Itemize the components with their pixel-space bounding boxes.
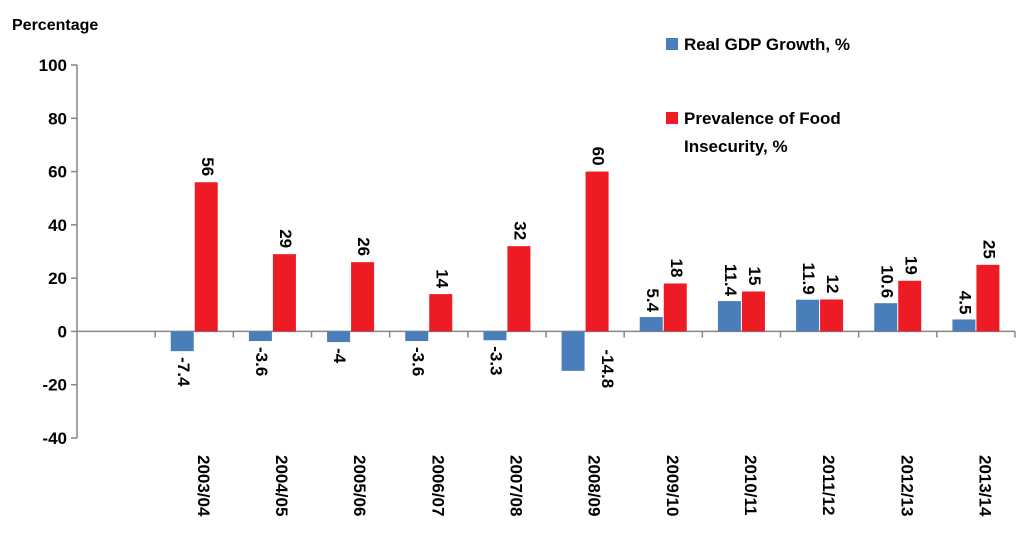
x-category-label: 2011/12 bbox=[819, 455, 838, 516]
food-insecurity-data-label: 26 bbox=[354, 237, 373, 256]
food-insecurity-data-label: 14 bbox=[432, 269, 451, 288]
food-insecurity-data-label: 60 bbox=[589, 147, 608, 166]
gdp-growth-data-label: -14.8 bbox=[598, 349, 617, 388]
legend-label-food-insecurity: Insecurity, % bbox=[684, 137, 788, 156]
legend-swatch-food-insecurity bbox=[666, 112, 678, 124]
y-tick-label: 80 bbox=[48, 109, 67, 128]
gdp-growth-bar bbox=[874, 303, 898, 332]
food-insecurity-bar bbox=[741, 291, 765, 332]
gdp-growth-data-label: -7.4 bbox=[174, 357, 193, 387]
gdp-growth-data-label: 4.5 bbox=[955, 291, 974, 315]
gdp-growth-data-label: 10.6 bbox=[877, 265, 896, 298]
food-insecurity-data-label: 32 bbox=[510, 221, 529, 240]
y-tick-label: -40 bbox=[42, 429, 67, 448]
y-tick-label: 100 bbox=[39, 56, 67, 75]
food-insecurity-bar bbox=[272, 254, 296, 332]
bars bbox=[170, 171, 1000, 371]
y-tick-label: 20 bbox=[48, 269, 67, 288]
food-insecurity-bar bbox=[351, 262, 375, 332]
x-category-label: 2003/04 bbox=[194, 455, 213, 517]
gdp-growth-data-label: 5.4 bbox=[643, 288, 662, 312]
y-tick-label: 60 bbox=[48, 163, 67, 182]
legend-label-gdp-growth: Real GDP Growth, % bbox=[684, 35, 850, 54]
food-insecurity-bar bbox=[429, 294, 453, 332]
food-insecurity-data-label: 25 bbox=[979, 240, 998, 259]
food-insecurity-data-label: 29 bbox=[276, 229, 295, 248]
food-insecurity-bar bbox=[585, 171, 609, 332]
gdp-growth-bar bbox=[952, 319, 976, 332]
gdp-growth-bar bbox=[717, 301, 741, 332]
y-axis-title: Percentage bbox=[12, 17, 98, 34]
y-tick-label: 40 bbox=[48, 216, 67, 235]
y-tick-label: -20 bbox=[42, 376, 67, 395]
food-insecurity-bar bbox=[976, 264, 1000, 332]
food-insecurity-bar bbox=[663, 283, 687, 332]
gdp-growth-data-label: -3.3 bbox=[486, 346, 505, 375]
x-category-label: 2012/13 bbox=[897, 455, 916, 516]
food-insecurity-bar bbox=[820, 299, 844, 332]
legend-label-food-insecurity: Prevalence of Food bbox=[684, 109, 841, 128]
food-insecurity-data-label: 15 bbox=[745, 267, 764, 286]
gdp-growth-bar bbox=[248, 331, 272, 342]
legend: Real GDP Growth, % Prevalence of Food Inse… bbox=[666, 35, 850, 156]
food-insecurity-bar bbox=[898, 280, 922, 332]
gdp-growth-bar bbox=[561, 331, 585, 371]
x-category-label: 2007/08 bbox=[506, 455, 525, 516]
x-category-label: 2004/05 bbox=[272, 455, 291, 516]
data-labels: -7.4 56 -3.6 29 -4 26 -3.6 14 -3.3 32 -14.8 60 5.4 18… bbox=[174, 147, 999, 389]
gdp-growth-bar bbox=[327, 331, 351, 343]
food-insecurity-data-label: 19 bbox=[901, 256, 920, 275]
y-tick-label: 0 bbox=[58, 322, 67, 341]
gdp-growth-data-label: -4 bbox=[330, 348, 349, 364]
gdp-growth-bar bbox=[483, 331, 507, 341]
gdp-growth-bar bbox=[170, 331, 194, 352]
food-insecurity-bar bbox=[507, 246, 531, 332]
food-insecurity-data-label: 18 bbox=[667, 259, 686, 278]
x-category-label: 2005/06 bbox=[350, 455, 369, 516]
gdp-growth-data-label: -3.6 bbox=[252, 347, 271, 376]
gdp-growth-data-label: 11.4 bbox=[721, 264, 740, 297]
x-category-label: 2008/09 bbox=[585, 455, 604, 516]
x-category-label: 2006/07 bbox=[428, 455, 447, 516]
gdp-growth-bar bbox=[796, 299, 820, 332]
x-category-label: 2013/14 bbox=[975, 455, 994, 517]
x-category-label: 2009/10 bbox=[663, 455, 682, 516]
axes: -40 -20 0 20 40 60 80 100 2003/04 2004/05 2005/06 2… bbox=[39, 56, 1016, 517]
food-insecurity-data-label: 12 bbox=[823, 275, 842, 294]
gdp-growth-bar bbox=[405, 331, 429, 342]
food-insecurity-bar bbox=[194, 182, 218, 332]
legend-swatch-gdp-growth bbox=[666, 38, 678, 50]
gdp-growth-bar bbox=[639, 317, 663, 332]
food-insecurity-data-label: 56 bbox=[198, 157, 217, 176]
x-category-label: 2010/11 bbox=[741, 455, 760, 516]
gdp-growth-data-label: 11.9 bbox=[799, 263, 818, 295]
gdp-growth-data-label: -3.6 bbox=[408, 347, 427, 376]
